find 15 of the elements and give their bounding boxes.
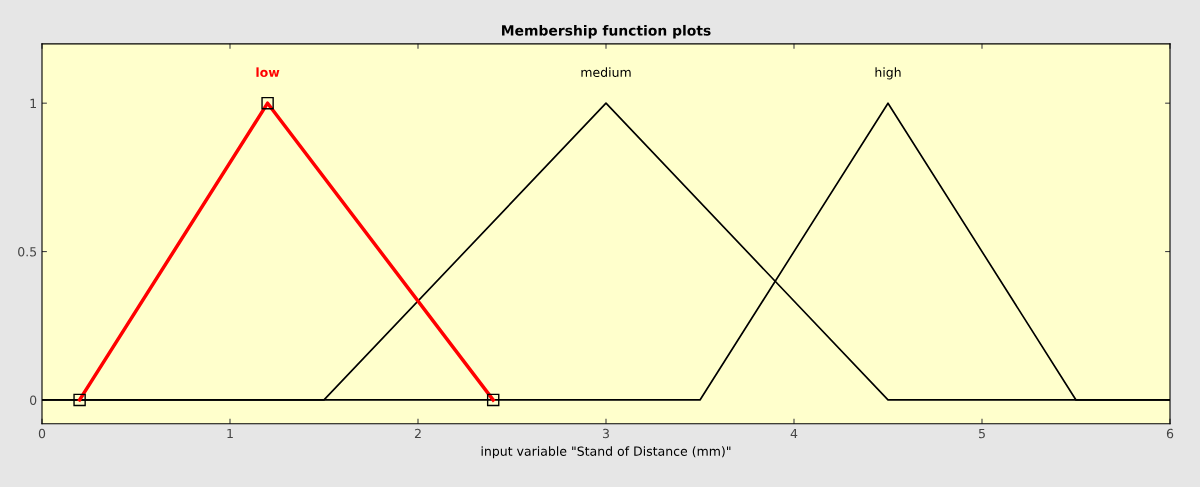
x-tick-label: 2 (414, 428, 421, 439)
x-axis-title: input variable "Stand of Distance (mm)" (481, 446, 731, 459)
x-tick-label: 5 (978, 428, 985, 439)
y-tick-label: 0.5 (18, 247, 37, 257)
y-tick-label: 1 (30, 98, 36, 108)
x-tick-label: 3 (602, 428, 609, 439)
x-tick-label: 1 (227, 428, 233, 439)
x-tick-label: 4 (790, 428, 798, 439)
chart-title: Membership function plots (502, 24, 711, 39)
text: high (875, 67, 901, 80)
text: medium (581, 67, 631, 78)
series-label: low (256, 67, 280, 78)
x-tick-label: 0 (38, 428, 46, 439)
x-tick-label: 6 (1166, 428, 1174, 439)
y-tick-label: 0 (30, 395, 37, 405)
